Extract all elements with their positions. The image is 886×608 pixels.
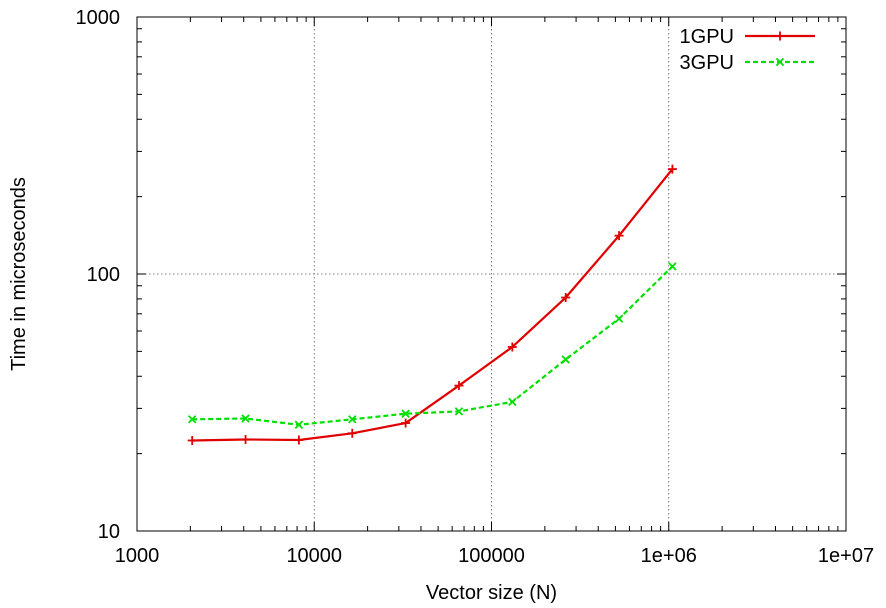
y-tick-labels: 10 100 1000: [76, 7, 121, 543]
data-point: [561, 355, 570, 364]
data-point: [401, 418, 411, 428]
x-tick-labels: 1000 10000 100000 1e+06 1e+07: [115, 545, 874, 567]
x-tick-label: 1e+06: [641, 545, 697, 567]
data-point: [187, 435, 197, 445]
data-point: [348, 415, 357, 424]
data-point: [775, 57, 785, 67]
x-tick-label: 10000: [286, 545, 342, 567]
legend-label: 3GPU: [680, 52, 734, 74]
plot-frame: [136, 16, 847, 532]
y-tick-label: 100: [87, 264, 120, 286]
legend-label: 1GPU: [680, 26, 734, 48]
data-point: [454, 407, 464, 416]
data-point: [294, 435, 304, 445]
series-line-3gpu: [192, 265, 674, 426]
data-point: [241, 414, 250, 423]
data-point: [507, 342, 517, 352]
data-point: [187, 415, 197, 424]
data-point: [294, 420, 304, 430]
x-tick-label: 100000: [458, 545, 525, 567]
data-point: [508, 397, 517, 407]
y-tick-label: 1000: [76, 7, 121, 29]
y-tick-label: 10: [98, 521, 120, 543]
grid: [137, 17, 846, 531]
data-point: [775, 31, 785, 41]
legend: 1GPU 3GPU: [680, 26, 815, 74]
data-point: [668, 262, 677, 271]
data-point: [561, 293, 571, 303]
data-point: [614, 231, 624, 241]
x-tick-label: 1e+07: [818, 545, 874, 567]
series-layer: [187, 164, 677, 445]
y-axis-title: Time in microseconds: [8, 177, 30, 371]
series-line-1gpu: [192, 168, 674, 442]
data-point: [667, 164, 677, 174]
data-point: [401, 409, 410, 418]
data-point: [347, 428, 357, 438]
data-point: [241, 435, 251, 445]
data-point: [614, 314, 624, 323]
data-point: [454, 381, 464, 391]
x-axis-title: Vector size (N): [426, 582, 557, 604]
x-tick-label: 1000: [115, 545, 160, 567]
